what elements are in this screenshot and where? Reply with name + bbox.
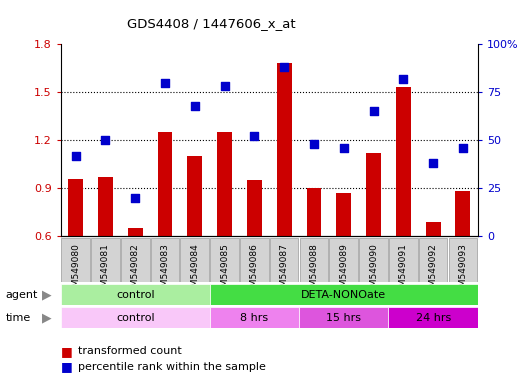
Bar xyxy=(181,238,209,282)
Bar xyxy=(389,238,418,282)
Bar xyxy=(150,238,180,282)
Bar xyxy=(210,284,478,305)
Text: control: control xyxy=(116,290,155,300)
Bar xyxy=(240,238,269,282)
Bar xyxy=(359,238,388,282)
Bar xyxy=(336,193,351,236)
Bar xyxy=(396,88,411,236)
Text: GDS4408 / 1447606_x_at: GDS4408 / 1447606_x_at xyxy=(127,17,296,30)
Text: GSM549084: GSM549084 xyxy=(190,243,199,298)
Bar xyxy=(389,307,478,328)
Bar xyxy=(187,156,202,236)
Point xyxy=(161,79,169,86)
Text: agent: agent xyxy=(5,290,37,300)
Point xyxy=(310,141,318,147)
Bar xyxy=(61,307,210,328)
Bar xyxy=(449,238,477,282)
Text: GSM549085: GSM549085 xyxy=(220,243,229,298)
Bar xyxy=(270,238,298,282)
Bar xyxy=(98,177,113,236)
Text: GSM549080: GSM549080 xyxy=(71,243,80,298)
Text: GSM549091: GSM549091 xyxy=(399,243,408,298)
Text: 8 hrs: 8 hrs xyxy=(240,313,268,323)
Bar xyxy=(91,238,120,282)
Bar xyxy=(307,188,322,236)
Point xyxy=(191,103,199,109)
Point xyxy=(399,76,408,82)
Text: ▶: ▶ xyxy=(42,311,51,324)
Text: 15 hrs: 15 hrs xyxy=(326,313,361,323)
Bar xyxy=(456,191,470,236)
Bar xyxy=(210,238,239,282)
Text: ■: ■ xyxy=(61,360,72,373)
Text: percentile rank within the sample: percentile rank within the sample xyxy=(78,362,266,372)
Bar xyxy=(419,238,447,282)
Bar xyxy=(128,228,143,236)
Point xyxy=(101,137,110,143)
Text: GSM549090: GSM549090 xyxy=(369,243,378,298)
Bar xyxy=(61,284,210,305)
Point xyxy=(370,108,378,114)
Bar xyxy=(300,238,328,282)
Text: GSM549087: GSM549087 xyxy=(280,243,289,298)
Bar xyxy=(68,179,83,236)
Text: transformed count: transformed count xyxy=(78,346,182,356)
Bar xyxy=(426,222,440,236)
Bar xyxy=(299,307,389,328)
Text: time: time xyxy=(5,313,31,323)
Point xyxy=(429,160,437,166)
Point xyxy=(131,195,139,201)
Text: GSM549083: GSM549083 xyxy=(161,243,169,298)
Bar xyxy=(329,238,358,282)
Bar xyxy=(247,180,262,236)
Text: DETA-NONOate: DETA-NONOate xyxy=(301,290,386,300)
Bar xyxy=(366,153,381,236)
Text: GSM549086: GSM549086 xyxy=(250,243,259,298)
Text: GSM549082: GSM549082 xyxy=(131,243,140,298)
Text: ■: ■ xyxy=(61,345,72,358)
Bar xyxy=(121,238,149,282)
Point xyxy=(250,133,259,139)
Text: GSM549081: GSM549081 xyxy=(101,243,110,298)
Bar xyxy=(277,63,291,236)
Text: GSM549092: GSM549092 xyxy=(429,243,438,298)
Point xyxy=(459,145,467,151)
Text: GSM549088: GSM549088 xyxy=(309,243,318,298)
Point xyxy=(220,83,229,89)
Bar xyxy=(61,238,90,282)
Text: GSM549093: GSM549093 xyxy=(458,243,467,298)
Point xyxy=(340,145,348,151)
Bar xyxy=(157,132,173,236)
Point xyxy=(280,64,288,70)
Bar xyxy=(210,307,299,328)
Point xyxy=(71,152,80,159)
Text: control: control xyxy=(116,313,155,323)
Text: 24 hrs: 24 hrs xyxy=(416,313,451,323)
Text: GSM549089: GSM549089 xyxy=(340,243,348,298)
Text: ▶: ▶ xyxy=(42,288,51,301)
Bar xyxy=(217,132,232,236)
